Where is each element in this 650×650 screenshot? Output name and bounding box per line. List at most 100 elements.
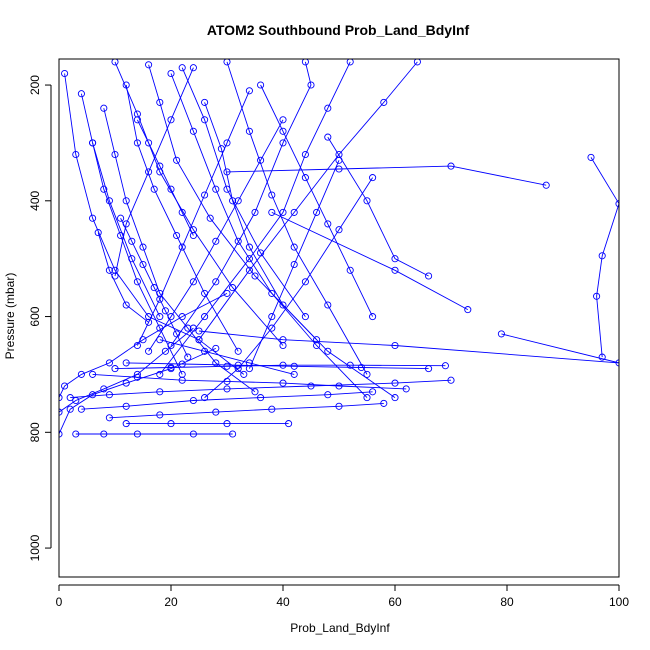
data-point <box>234 365 242 373</box>
x-tick-label: 40 <box>276 595 290 609</box>
data-point <box>447 376 455 384</box>
series-line <box>226 165 547 186</box>
data-point <box>105 359 113 367</box>
data-point <box>279 361 287 369</box>
series-line <box>64 73 245 375</box>
series-line <box>148 119 284 352</box>
data-point <box>324 391 332 399</box>
series-line <box>181 67 306 317</box>
data-point <box>324 220 332 228</box>
data-point <box>268 289 276 297</box>
data-point <box>285 420 293 428</box>
data-point <box>245 243 253 251</box>
data-point <box>145 139 153 147</box>
data-point <box>189 396 197 405</box>
data-point <box>335 382 343 390</box>
data-point <box>290 362 298 370</box>
data-point <box>122 359 130 367</box>
data-point <box>77 405 85 413</box>
x-tick-label: 20 <box>164 595 178 609</box>
data-point <box>133 278 141 286</box>
data-point <box>167 363 175 372</box>
data-point <box>133 116 141 124</box>
data-point <box>111 365 119 373</box>
data-point <box>587 153 595 161</box>
series-line <box>136 119 194 236</box>
data-point <box>167 420 175 428</box>
data-point <box>380 399 388 407</box>
data-point <box>145 318 153 326</box>
data-point <box>139 260 147 269</box>
data-point <box>156 324 164 332</box>
data-point <box>201 347 209 355</box>
data-point <box>290 208 298 216</box>
data-point <box>279 336 287 344</box>
data-point <box>161 307 169 315</box>
series-line <box>109 402 384 419</box>
data-point <box>598 353 606 361</box>
data-point <box>122 379 130 387</box>
data-point <box>425 365 433 373</box>
series-line <box>260 84 374 317</box>
data-point <box>72 430 80 438</box>
data-point <box>363 197 371 205</box>
series-line <box>170 73 368 398</box>
data-point <box>268 191 276 199</box>
data-point <box>234 197 242 205</box>
data-point <box>111 266 119 274</box>
data-point <box>268 208 276 216</box>
series-line <box>80 93 161 317</box>
data-point <box>189 127 197 135</box>
data-point <box>145 347 153 355</box>
data-point <box>223 289 231 297</box>
data-point <box>105 391 113 399</box>
series-line <box>204 102 396 398</box>
data-point <box>245 255 253 263</box>
data-point <box>201 289 209 297</box>
data-point <box>122 81 130 89</box>
series-line <box>103 108 256 393</box>
data-point <box>133 373 141 381</box>
data-point <box>369 388 377 396</box>
data-point <box>178 208 186 216</box>
data-point <box>234 237 242 245</box>
data-point <box>257 394 265 402</box>
data-point <box>223 168 231 176</box>
data-point <box>150 185 158 193</box>
data-point <box>363 394 371 402</box>
data-point <box>251 208 259 216</box>
data-point <box>100 430 108 438</box>
data-point <box>111 59 119 66</box>
data-point <box>212 344 220 352</box>
data-point <box>66 394 74 402</box>
data-point <box>201 191 209 199</box>
data-point <box>245 87 253 95</box>
data-point <box>268 324 276 332</box>
data-point <box>593 292 601 300</box>
x-tick-label: 80 <box>500 595 514 609</box>
series-line <box>125 84 239 352</box>
data-point <box>173 231 181 240</box>
data-point <box>77 90 85 98</box>
data-point <box>77 370 85 378</box>
series-line <box>226 61 368 375</box>
data-point <box>145 168 153 176</box>
series-line <box>148 64 317 341</box>
data-point <box>201 116 209 124</box>
data-point <box>206 214 214 222</box>
series-line <box>248 160 340 369</box>
data-point <box>307 81 315 89</box>
chart-title: ATOM2 Southbound Prob_Land_BdyInf <box>207 22 470 38</box>
data-point <box>447 162 455 170</box>
data-point <box>89 214 97 222</box>
data-point <box>268 405 276 413</box>
series-line <box>159 61 351 375</box>
data-point <box>346 59 354 66</box>
data-point <box>279 127 287 135</box>
data-point <box>301 278 309 286</box>
data-point <box>184 353 192 361</box>
data-point <box>156 98 164 106</box>
data-point <box>156 388 164 396</box>
data-point <box>335 402 343 410</box>
x-axis-label: Prob_Land_BdyInf <box>290 621 390 635</box>
